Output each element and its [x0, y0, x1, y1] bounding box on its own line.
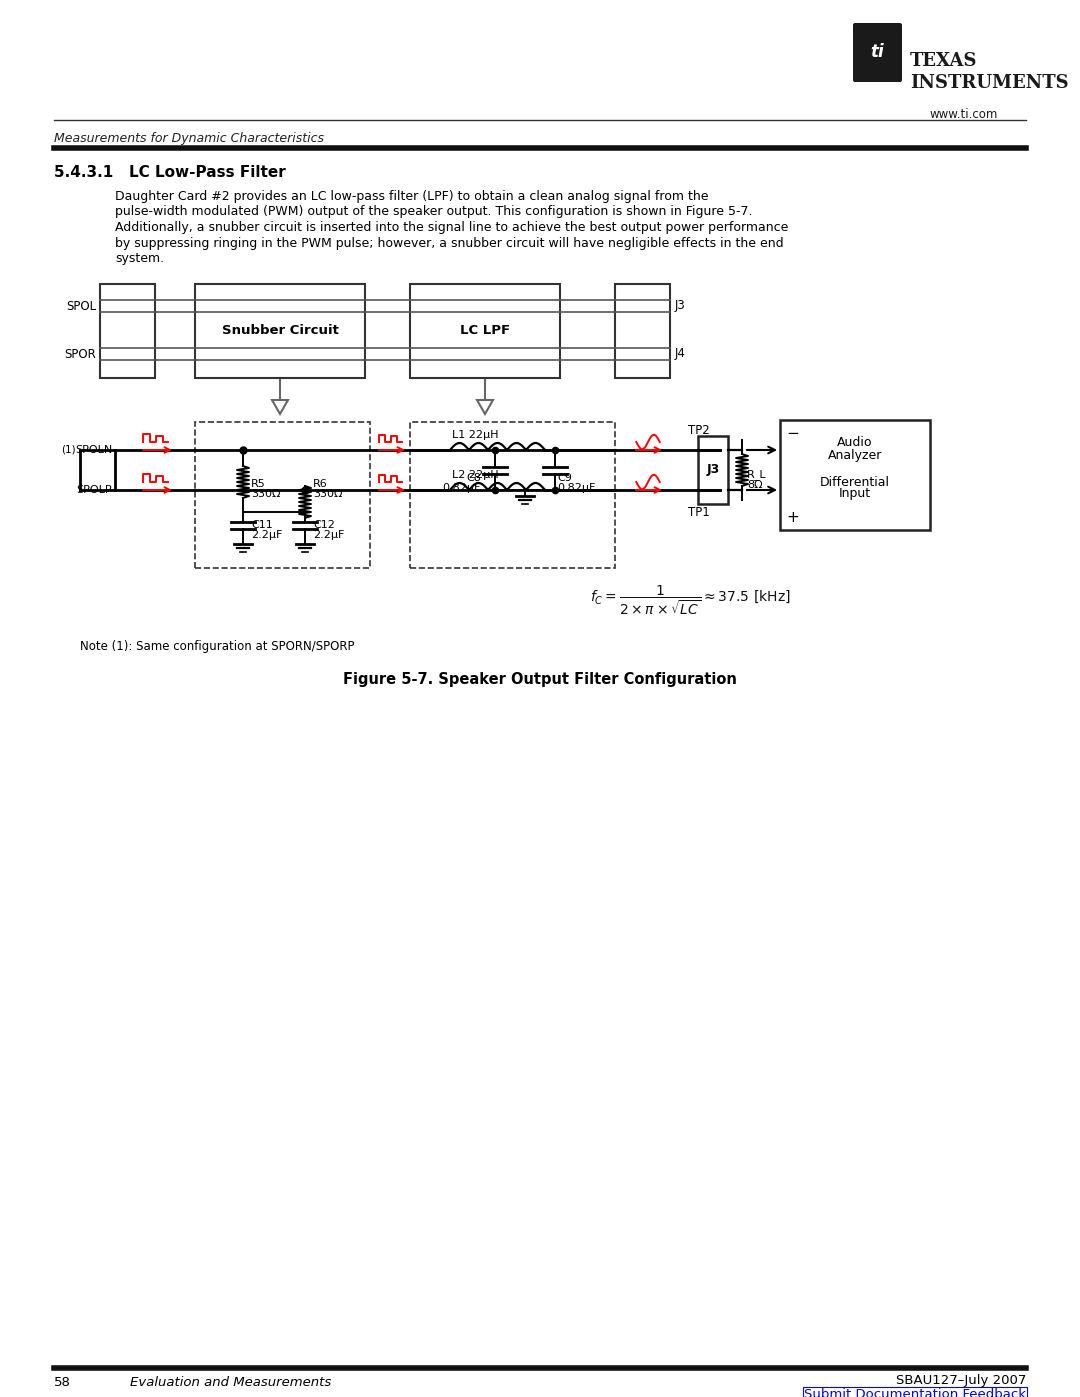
Text: SBAU127–July 2007: SBAU127–July 2007: [895, 1375, 1026, 1387]
Bar: [410, 284, 561, 379]
Text: R_L: R_L: [747, 469, 767, 481]
Text: 2.2μF: 2.2μF: [313, 529, 345, 541]
Text: J4: J4: [675, 348, 686, 360]
Text: 5.4.3.1   LC Low-Pass Filter: 5.4.3.1 LC Low-Pass Filter: [54, 165, 286, 180]
Text: TP1: TP1: [688, 506, 710, 518]
Text: L1 22μH: L1 22μH: [453, 430, 499, 440]
FancyBboxPatch shape: [853, 22, 902, 82]
Text: +: +: [786, 510, 799, 524]
Text: SPOR: SPOR: [64, 348, 96, 360]
Text: www.ti.com: www.ti.com: [930, 108, 998, 122]
Text: R5: R5: [251, 479, 266, 489]
Bar: [100, 284, 156, 379]
Text: LC LPF: LC LPF: [460, 324, 510, 338]
Text: −: −: [786, 426, 799, 440]
Text: $f_C = \dfrac{1}{2 \times \pi \times \sqrt{LC}} \approx 37.5\ \mathrm{[kHz]}$: $f_C = \dfrac{1}{2 \times \pi \times \sq…: [590, 584, 791, 616]
Polygon shape: [272, 400, 288, 414]
Text: 0.82μF: 0.82μF: [557, 483, 595, 493]
Polygon shape: [477, 400, 492, 414]
Text: Snubber Circuit: Snubber Circuit: [221, 324, 338, 338]
Bar: [195, 284, 365, 379]
Text: R6: R6: [313, 479, 327, 489]
Text: C11: C11: [251, 520, 273, 529]
Bar: [698, 436, 728, 504]
Text: J3: J3: [706, 464, 719, 476]
Text: by suppressing ringing in the PWM pulse; however, a snubber circuit will have ne: by suppressing ringing in the PWM pulse;…: [114, 236, 784, 250]
Text: Evaluation and Measurements: Evaluation and Measurements: [130, 1376, 332, 1389]
Text: ti: ti: [870, 43, 883, 61]
Text: Submit Documentation Feedback: Submit Documentation Feedback: [804, 1389, 1026, 1397]
Text: 58: 58: [54, 1376, 71, 1389]
Text: Figure 5-7. Speaker Output Filter Configuration: Figure 5-7. Speaker Output Filter Config…: [343, 672, 737, 687]
Text: 0.82μF: 0.82μF: [443, 483, 481, 493]
Text: pulse-width modulated (PWM) output of the speaker output. This configuration is : pulse-width modulated (PWM) output of th…: [114, 205, 753, 218]
Text: C9: C9: [557, 474, 572, 483]
Text: (1): (1): [62, 446, 76, 455]
Text: Differential: Differential: [820, 475, 890, 489]
Text: Input: Input: [839, 488, 872, 500]
Text: SPOLN: SPOLN: [75, 446, 112, 455]
Bar: [615, 284, 670, 379]
Text: C8: C8: [467, 474, 481, 483]
Text: Analyzer: Analyzer: [827, 448, 882, 461]
Bar: [410, 422, 615, 569]
Text: Additionally, a snubber circuit is inserted into the signal line to achieve the : Additionally, a snubber circuit is inser…: [114, 221, 788, 235]
Text: TEXAS
INSTRUMENTS: TEXAS INSTRUMENTS: [910, 52, 1068, 92]
Text: Note (1): Same configuration at SPORN/SPORP: Note (1): Same configuration at SPORN/SP…: [80, 640, 354, 652]
Text: SPOLP: SPOLP: [77, 485, 112, 495]
Bar: [195, 422, 370, 569]
Text: Audio: Audio: [837, 436, 873, 448]
Text: SPOL: SPOL: [66, 299, 96, 313]
Text: 2.2μF: 2.2μF: [251, 529, 282, 541]
Text: C12: C12: [313, 520, 335, 529]
Text: L2 22μH: L2 22μH: [453, 469, 499, 481]
Bar: [780, 420, 930, 529]
Text: TP2: TP2: [688, 423, 710, 436]
Text: 330Ω: 330Ω: [251, 489, 281, 499]
Text: Daughter Card #2 provides an LC low-pass filter (LPF) to obtain a clean analog s: Daughter Card #2 provides an LC low-pass…: [114, 190, 708, 203]
Text: system.: system.: [114, 251, 164, 265]
Text: Measurements for Dynamic Characteristics: Measurements for Dynamic Characteristics: [54, 131, 324, 145]
Text: J3: J3: [675, 299, 686, 313]
Text: 330Ω: 330Ω: [313, 489, 342, 499]
Text: 8Ω: 8Ω: [747, 481, 762, 490]
